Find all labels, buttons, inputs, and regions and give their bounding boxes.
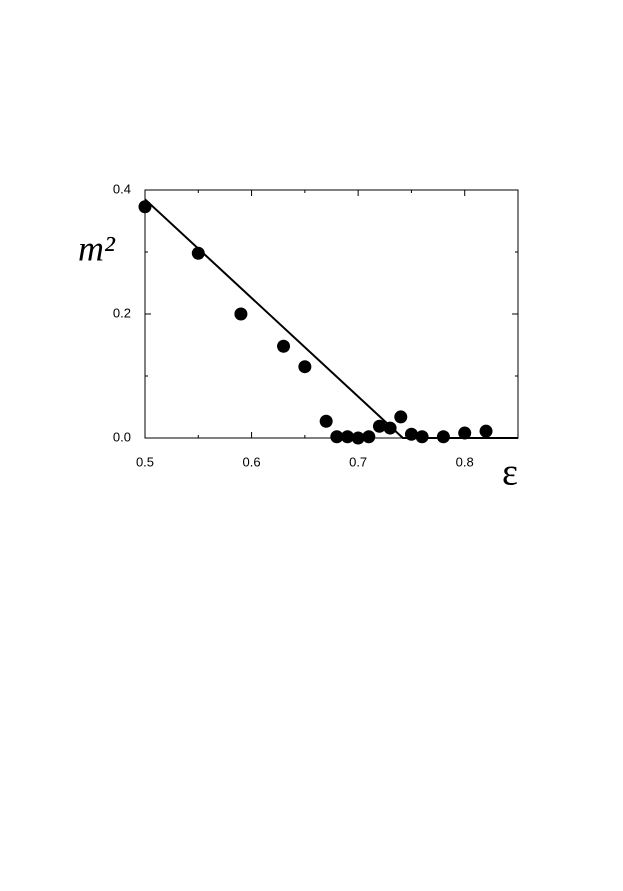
plot-frame — [144, 189, 519, 439]
x-tick-label: 0.6 — [243, 454, 261, 469]
x-tick-label: 0.5 — [136, 454, 154, 469]
x-tick-label: 0.8 — [456, 454, 474, 469]
data-point — [277, 339, 291, 353]
y-tick-label: 0.0 — [113, 429, 131, 444]
y-tick-label: 0.2 — [113, 305, 131, 320]
data-point — [415, 430, 429, 444]
data-point — [234, 307, 248, 321]
data-point — [383, 421, 397, 435]
x-tick-label: 0.7 — [349, 454, 367, 469]
fit-line — [144, 198, 518, 439]
data-point — [436, 430, 450, 444]
data-point — [340, 430, 354, 444]
y-axis-label: m² — [78, 228, 116, 268]
data-point — [319, 414, 333, 428]
data-point — [479, 424, 493, 438]
data-point — [458, 426, 472, 440]
data-point — [372, 419, 386, 433]
data-point — [191, 246, 205, 260]
data-point — [394, 410, 408, 424]
y-tick-label: 0.4 — [113, 181, 131, 196]
data-point — [351, 431, 365, 445]
x-axis-label: ε — [502, 452, 518, 494]
data-point — [330, 430, 344, 444]
data-point — [298, 360, 312, 374]
data-point — [362, 430, 376, 444]
